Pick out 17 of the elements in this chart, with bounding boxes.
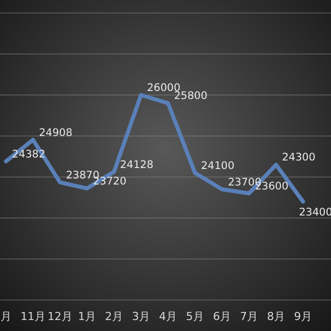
x-tick-label: 11月 <box>20 310 46 323</box>
x-tick-label: 月 <box>0 310 12 323</box>
x-tick-label: 5月 <box>186 310 204 323</box>
x-tick-label: 6月 <box>213 310 231 323</box>
x-tick-label: 12月 <box>48 310 72 323</box>
x-tick-label: 1月 <box>78 310 96 323</box>
x-tick-label: 7月 <box>240 310 258 323</box>
data-label: 25800 <box>174 90 208 102</box>
x-tick-label: 8月 <box>267 310 285 323</box>
x-tick-label: 9月 <box>294 310 312 323</box>
data-label: 24300 <box>282 152 316 164</box>
data-label: 24100 <box>201 160 234 172</box>
data-label: 24908 <box>39 126 72 139</box>
x-tick-label: 3月 <box>132 310 150 323</box>
x-tick-label: 2月 <box>105 310 123 323</box>
data-label: 24128 <box>120 158 154 171</box>
x-tick-label: 4月 <box>159 310 177 323</box>
